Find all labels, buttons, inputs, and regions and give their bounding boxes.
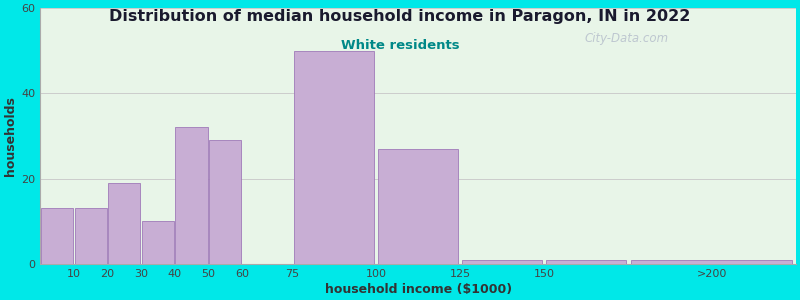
Bar xyxy=(631,260,793,264)
Bar xyxy=(41,208,74,264)
Text: City-Data.com: City-Data.com xyxy=(584,32,669,45)
Text: White residents: White residents xyxy=(341,39,459,52)
Bar xyxy=(294,51,374,264)
Y-axis label: households: households xyxy=(4,96,17,176)
Bar xyxy=(209,140,241,264)
Bar xyxy=(546,260,626,264)
X-axis label: household income ($1000): household income ($1000) xyxy=(325,283,512,296)
Bar xyxy=(108,183,140,264)
Bar xyxy=(74,208,107,264)
Bar xyxy=(175,128,207,264)
Bar xyxy=(378,149,458,264)
Text: Distribution of median household income in Paragon, IN in 2022: Distribution of median household income … xyxy=(110,9,690,24)
Bar xyxy=(462,260,542,264)
Bar xyxy=(142,221,174,264)
